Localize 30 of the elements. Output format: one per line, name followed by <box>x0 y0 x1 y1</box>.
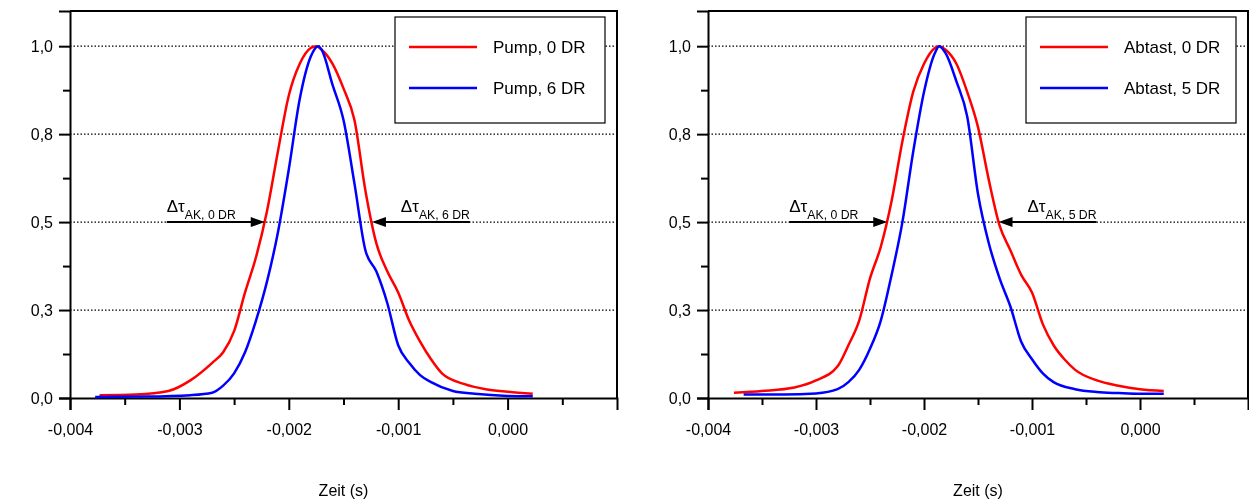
x-axis-title: Zeit (s) <box>953 482 1003 499</box>
annotation: Δτ$_{AK, 0 DR}$ <box>789 197 859 223</box>
x-tick-label: -0,003 <box>157 421 203 439</box>
x-tick-label: -0,003 <box>793 421 840 439</box>
annotation: Δτ$_{AK, 5 DR}$ <box>1027 197 1097 223</box>
y-tick-label: 0,5 <box>668 213 692 231</box>
annotation: Δτ$_{AK, 0 DR}$ <box>166 197 236 223</box>
x-tick-label: -0,001 <box>376 421 422 439</box>
x-tick-label: -0,004 <box>47 421 94 439</box>
legend-label: Abtast, 0 DR <box>1124 38 1221 57</box>
y-tick-label: 0,3 <box>668 301 692 319</box>
x-tick-label: -0,002 <box>266 421 313 439</box>
x-tick-label: -0,001 <box>1009 421 1056 439</box>
x-tick-label: 0,000 <box>488 421 529 439</box>
x-axis-title: Zeit (s) <box>318 482 369 499</box>
x-tick-label: 0,000 <box>1120 421 1161 439</box>
y-tick-label: 0,0 <box>668 389 692 407</box>
legend-label: Pump, 6 DR <box>493 79 586 98</box>
x-tick-label: -0,002 <box>901 421 948 439</box>
y-tick-label: 0,8 <box>30 125 54 143</box>
legend-label: Abtast, 5 DR <box>1124 79 1221 98</box>
y-tick-label: 0,5 <box>30 213 54 231</box>
x-tick-label: -0,004 <box>685 421 732 439</box>
y-tick-label: 1,0 <box>668 37 692 55</box>
legend-label: Pump, 0 DR <box>493 38 586 57</box>
annotation: Δτ$_{AK, 6 DR}$ <box>400 197 471 223</box>
y-tick-label: 0,0 <box>30 389 54 407</box>
y-tick-label: 0,3 <box>30 301 54 319</box>
y-tick-label: 1,0 <box>30 37 54 55</box>
y-tick-label: 0,8 <box>668 125 692 143</box>
